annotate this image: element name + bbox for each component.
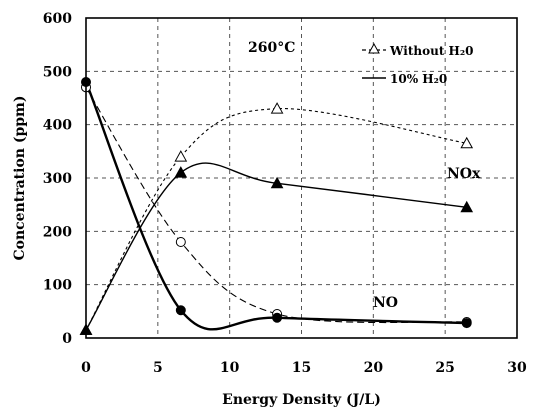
- series-line-no-with-water: [84, 81, 467, 331]
- y-tick-label: 400: [43, 118, 72, 134]
- y-tick-label: 100: [43, 278, 72, 294]
- y-tick-label: 600: [43, 11, 72, 27]
- legend-marker-without-water: [368, 42, 380, 54]
- x-tick-label: 25: [435, 360, 454, 376]
- x-tick-label: 0: [81, 360, 91, 376]
- no-series-label: NO: [373, 295, 398, 311]
- legend: Without H₂0 10% H₂0: [362, 42, 473, 86]
- nox-series-label: NOx: [447, 166, 481, 182]
- x-tick-label: 5: [153, 360, 163, 376]
- x-tick-label: 30: [507, 360, 527, 376]
- series-line-nox-without-water: [85, 108, 467, 331]
- x-tick-label: 20: [364, 360, 384, 376]
- y-tick-label: 200: [43, 224, 72, 240]
- tick-labels: 0 100 200 300 400 500 600 0 5 10 15 20 25 30: [43, 11, 527, 376]
- data-point-no-without-water: [175, 237, 186, 247]
- x-tick-label: 15: [292, 360, 311, 376]
- data-point-no-with-water: [461, 318, 472, 329]
- legend-label-with-water: 10% H₂0: [390, 72, 447, 86]
- y-tick-label: 500: [43, 64, 72, 80]
- data-markers: [79, 77, 474, 335]
- x-tick-label: 10: [220, 360, 240, 376]
- data-point-no-with-water: [175, 305, 186, 316]
- data-point-nox-with-water: [174, 166, 188, 178]
- temperature-annotation: 260°C: [248, 40, 295, 56]
- data-point-nox-without-water: [174, 150, 188, 162]
- y-axis-title: Concentration (ppm): [12, 96, 28, 261]
- y-tick-label: 300: [43, 171, 72, 187]
- data-point-nox-without-water: [460, 136, 474, 149]
- data-point-no-with-water: [272, 312, 283, 323]
- data-point-nox-with-water: [460, 200, 474, 213]
- data-point-nox-without-water: [270, 102, 284, 114]
- series-lines: [84, 81, 467, 331]
- y-tick-label: 0: [62, 331, 72, 347]
- grid-lines: [86, 18, 517, 338]
- legend-label-without-water: Without H₂0: [389, 44, 473, 58]
- series-line-nox-with-water: [85, 162, 467, 331]
- x-axis-title: Energy Density (J/L): [222, 392, 381, 408]
- plot-frame: [85, 17, 518, 339]
- series-line-no-without-water: [85, 87, 467, 324]
- data-point-nox-with-water: [270, 176, 284, 189]
